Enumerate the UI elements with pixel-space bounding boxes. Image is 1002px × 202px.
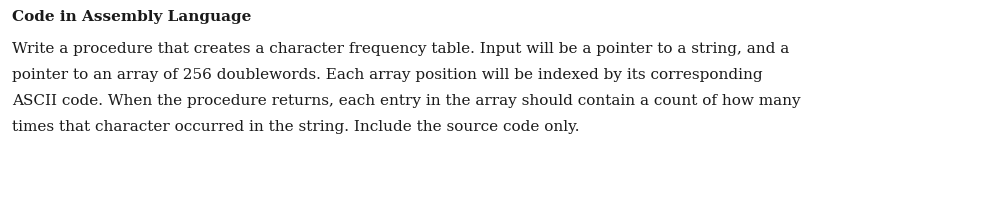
Text: pointer to an array of 256 doublewords. Each array position will be indexed by i: pointer to an array of 256 doublewords. …: [12, 68, 763, 82]
Text: Write a procedure that creates a character frequency table. Input will be a poin: Write a procedure that creates a charact…: [12, 42, 790, 56]
Text: times that character occurred in the string. Include the source code only.: times that character occurred in the str…: [12, 119, 579, 133]
Text: Code in Assembly Language: Code in Assembly Language: [12, 10, 252, 24]
Text: ASCII code. When the procedure returns, each entry in the array should contain a: ASCII code. When the procedure returns, …: [12, 94, 801, 107]
